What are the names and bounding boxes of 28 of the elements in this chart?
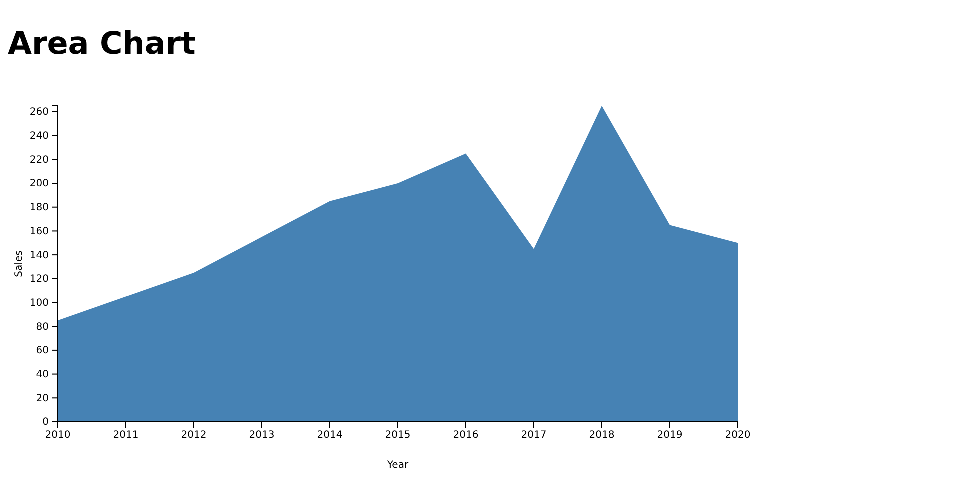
x-tick-label: 2010	[45, 430, 71, 442]
x-tick-label: 2011	[113, 430, 139, 442]
y-tick-label: 80	[36, 322, 49, 333]
x-tick-label: 2018	[589, 430, 615, 442]
y-tick-label: 200	[30, 178, 49, 190]
x-tick-label: 2016	[453, 430, 479, 442]
y-tick-label: 220	[30, 154, 49, 166]
x-tick-label: 2012	[181, 430, 207, 442]
x-axis-title: Year	[386, 460, 410, 471]
y-axis-title: Sales	[14, 250, 25, 278]
x-tick-label: 2013	[249, 430, 275, 442]
y-tick-label: 160	[30, 226, 49, 238]
y-tick-label: 140	[30, 250, 49, 262]
y-tick-label: 20	[36, 393, 49, 404]
y-tick-label: 240	[30, 131, 49, 142]
y-tick-label: 120	[30, 274, 49, 286]
x-tick-label: 2014	[317, 430, 343, 442]
chart-title: Area Chart	[8, 26, 196, 62]
y-tick-label: 60	[36, 346, 49, 357]
x-tick-label: 2020	[725, 430, 751, 442]
y-tick-label: 0	[42, 417, 49, 428]
y-tick-label: 260	[30, 107, 49, 118]
y-tick-label: 40	[36, 370, 49, 380]
x-tick-label: 2019	[657, 430, 683, 442]
y-tick-label: 180	[30, 202, 49, 214]
x-tick-label: 2015	[385, 430, 411, 442]
x-tick-label: 2017	[521, 430, 547, 442]
y-tick-label: 100	[30, 298, 49, 309]
